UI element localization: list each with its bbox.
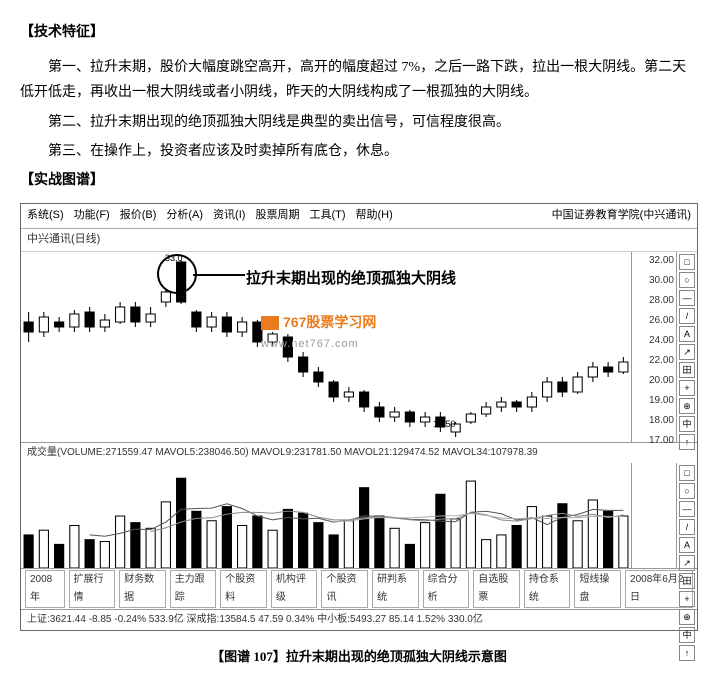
bottom-tabs: 2008年 扩展行情财务数据主力跟踪个股资料机构评级个股资讯研判系统综合分析自选… [21,568,697,609]
tool-icon[interactable]: + [679,591,695,607]
status-bar: 上证:3621.44 -8.85 -0.24% 533.9亿 深成指:13584… [21,609,697,630]
tool-icon[interactable]: / [679,308,695,324]
tool-icon[interactable]: 中 [679,627,695,643]
tool-column: □○—/A↗田+⊕中↑ [676,252,697,442]
tab[interactable]: 机构评级 [271,570,318,608]
figure-caption: 【图谱 107】拉升末期出现的绝顶孤独大阴线示意图 [20,645,698,668]
y-tick: 22.00 [649,352,674,370]
y-tick: 26.00 [649,312,674,330]
menu-item[interactable]: 分析(A) [166,209,203,221]
tab[interactable]: 短线操盘 [574,570,621,608]
menu-item[interactable]: 报价(B) [120,209,157,221]
circle-label: 33.0 [165,250,183,266]
y-tick: 20.00 [649,372,674,390]
tab[interactable]: 扩展行情 [69,570,116,608]
tool-column-2: □○—/A↗田+⊕中↑ [676,463,697,568]
y-tick: 19.00 [649,392,674,410]
menu-item[interactable]: 帮助(H) [356,209,393,221]
tool-icon[interactable]: 田 [679,362,695,378]
tool-icon[interactable]: ↑ [679,434,695,450]
chart-container: 系统(S)功能(F)报价(B)分析(A)资讯(I)股票周期工具(T)帮助(H) … [20,203,698,631]
tool-icon[interactable]: ↗ [679,555,695,571]
logo-url: www.net767.com [261,335,376,355]
annotation-text: 拉升末期出现的绝顶孤独大阴线 [246,266,456,293]
tech-header: 【技术特征】 [20,20,698,45]
tool-icon[interactable]: ↑ [679,645,695,661]
tool-icon[interactable]: 田 [679,573,695,589]
low-label: 15.50 [433,416,456,432]
tab[interactable]: 研判系统 [372,570,419,608]
menu-item[interactable]: 系统(S) [27,209,64,221]
volume-chart [21,463,631,568]
y-tick: 24.00 [649,332,674,350]
tool-icon[interactable]: □ [679,465,695,481]
y-tick: 17.00 [649,432,674,450]
tool-icon[interactable]: ○ [679,272,695,288]
chart-menubar: 系统(S)功能(F)报价(B)分析(A)资讯(I)股票周期工具(T)帮助(H) … [21,204,697,229]
tool-icon[interactable]: A [679,537,695,553]
tab[interactable]: 综合分析 [423,570,470,608]
tool-icon[interactable]: + [679,380,695,396]
tool-icon[interactable]: A [679,326,695,342]
tab[interactable]: 主力跟踪 [170,570,217,608]
chart-title: 中兴通讯(日线) [21,229,697,252]
tool-icon[interactable]: — [679,290,695,306]
y-tick: 32.00 [649,252,674,270]
menu-item[interactable]: 股票周期 [255,209,299,221]
tab[interactable]: 财务数据 [119,570,166,608]
tab[interactable]: 自选股票 [473,570,520,608]
logo-icon [261,316,279,330]
date-left: 2008年 [25,570,65,608]
volume-area: □○—/A↗田+⊕中↑ [21,463,697,568]
watermark-logo: 767股票学习网 www.net767.com [261,310,376,355]
menu-item[interactable]: 功能(F) [74,209,110,221]
menu-item[interactable]: 资讯(I) [213,209,245,221]
vol-y-axis [631,463,676,568]
paragraph-2: 第二、拉升末期出现的绝顶孤独大阴线是典型的卖出信号，可信程度很高。 [20,110,698,135]
tool-icon[interactable]: 中 [679,416,695,432]
y-tick: 30.00 [649,272,674,290]
tool-icon[interactable]: / [679,519,695,535]
tool-icon[interactable]: ⊕ [679,398,695,414]
tab[interactable]: 持仓系统 [524,570,571,608]
tab[interactable]: 个股资讯 [321,570,368,608]
tool-icon[interactable]: □ [679,254,695,270]
tab[interactable]: 个股资料 [220,570,267,608]
y-tick: 28.00 [649,292,674,310]
y-axis: 32.00 30.00 28.00 26.00 24.00 22.00 20.00 19.00… [631,252,676,442]
tool-icon[interactable]: ⊕ [679,609,695,625]
y-tick: 18.00 [649,412,674,430]
chart-main: 拉升末期出现的绝顶孤独大阴线 33.0 15.50 767股票学习网 www.n… [21,252,697,443]
menu-item[interactable]: 工具(T) [309,209,345,221]
practice-header: 【实战图谱】 [20,168,698,193]
volume-header: 成交量(VOLUME:271559.47 MAVOL5:238046.50) M… [21,443,697,463]
tool-icon[interactable]: ↗ [679,344,695,360]
annotation-line [193,274,245,276]
tool-icon[interactable]: — [679,501,695,517]
menubar-right: 中国证券教育学院(中兴通讯) [552,206,691,226]
paragraph-1: 第一、拉升末期，股价大幅度跳空高开，高开的幅度超过 7%，之后一路下跌，拉出一根… [20,55,698,105]
paragraph-3: 第三、在操作上，投资者应该及时卖掉所有底仓，休息。 [20,139,698,164]
tool-icon[interactable]: ○ [679,483,695,499]
